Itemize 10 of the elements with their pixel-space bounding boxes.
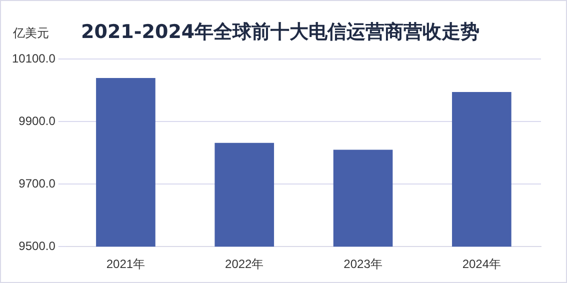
y-tick-label: 9500.0 — [18, 238, 56, 253]
x-tick-label: 2024年 — [462, 257, 502, 272]
chart-title: 2021-2024年全球前十大电信运营商营收走势 — [81, 20, 480, 45]
y-tick-label: 10100.0 — [12, 52, 56, 66]
x-tick-label: 2021年 — [106, 257, 146, 272]
x-tick-label: 2022年 — [225, 257, 264, 272]
y-tick-label: 9900.0 — [18, 114, 56, 128]
x-tick-label: 2023年 — [344, 257, 382, 272]
y-axis-title: 亿美元 — [13, 25, 49, 42]
y-tick-label: 9700.0 — [18, 176, 56, 190]
